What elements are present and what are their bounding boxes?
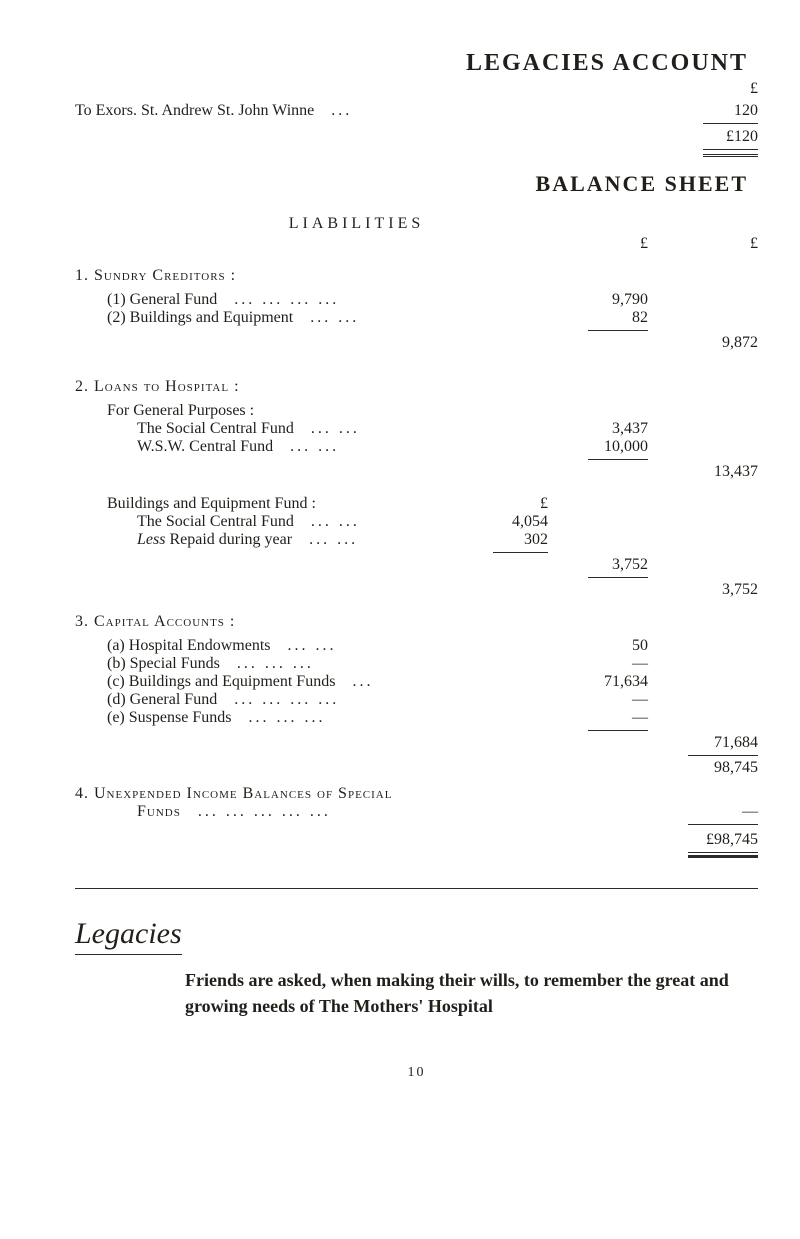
sec1-item-a-label: (1) General Fund bbox=[107, 291, 548, 309]
sec3-item-c-val: 71,634 bbox=[548, 673, 648, 691]
sec3-item-a-label: (a) Hospital Endowments bbox=[107, 637, 548, 655]
rule bbox=[588, 459, 648, 460]
rule bbox=[703, 123, 758, 124]
rule bbox=[688, 824, 758, 825]
rule bbox=[493, 552, 548, 553]
sec2-be-a-val: 4,054 bbox=[458, 513, 548, 531]
sec2-item-b-val: 10,000 bbox=[548, 438, 648, 456]
sec3-total: 71,684 bbox=[648, 734, 758, 752]
sec2-total1: 13,437 bbox=[648, 463, 758, 481]
sec3-item-d-label: (d) General Fund bbox=[107, 691, 548, 709]
sec1-item-b-label: (2) Buildings and Equipment bbox=[107, 309, 548, 327]
page: LEGACIES ACCOUNT £ To Exors. St. Andrew … bbox=[0, 0, 800, 1239]
sec2-sub2: Buildings and Equipment Fund : bbox=[107, 495, 458, 513]
grand-total: £98,745 bbox=[648, 831, 758, 849]
legacies-account-title: LEGACIES ACCOUNT bbox=[75, 50, 758, 77]
balance-sheet-title: BALANCE SHEET bbox=[75, 171, 758, 197]
sec3-item-b-label: (b) Special Funds bbox=[107, 655, 548, 673]
rule bbox=[688, 755, 758, 756]
sec3-item-b-val: — bbox=[548, 655, 648, 673]
sec1-item-b-val: 82 bbox=[548, 309, 648, 327]
divider bbox=[75, 888, 758, 889]
rule bbox=[588, 577, 648, 578]
sec2-be-b-val: 302 bbox=[458, 531, 548, 549]
sec3-item-c-label: (c) Buildings and Equipment Funds bbox=[107, 673, 548, 691]
pound-symbol: £ bbox=[648, 80, 758, 98]
legacies-italic-heading: Legacies bbox=[75, 917, 758, 955]
double-rule bbox=[688, 855, 758, 858]
sec1-total: 9,872 bbox=[648, 334, 758, 352]
section-4-heading-2: Funds bbox=[137, 803, 331, 820]
sec2-be-b-text: Repaid during year bbox=[165, 531, 292, 548]
sec3-item-e-val: — bbox=[548, 709, 648, 727]
rule bbox=[688, 852, 758, 853]
section-4-heading: 4. Unexpended Income Balances of Special bbox=[75, 785, 758, 803]
col-b-pound: £ bbox=[648, 235, 758, 253]
exors-value: 120 bbox=[648, 102, 758, 120]
exors-label: To Exors. St. Andrew St. John Winne bbox=[75, 102, 648, 120]
rule bbox=[588, 330, 648, 331]
sec3-item-d-val: — bbox=[548, 691, 648, 709]
section-2-heading: 2. Loans to Hospital : bbox=[75, 378, 758, 396]
liabilities-heading: LIABILITIES bbox=[0, 215, 758, 233]
page-number: 10 bbox=[75, 1065, 758, 1081]
sec2-item-a-val: 3,437 bbox=[548, 420, 648, 438]
section-1-heading: 1. Sundry Creditors : bbox=[75, 267, 758, 285]
sec2-be-a-label: The Social Central Fund bbox=[137, 513, 458, 531]
section-3-heading: 3. Capital Accounts : bbox=[75, 613, 758, 631]
legacies-italic-text: Legacies bbox=[75, 917, 182, 955]
sec3-item-e-label: (e) Suspense Funds bbox=[107, 709, 548, 727]
less-italic: Less bbox=[137, 531, 165, 548]
sec2-item-b-label: W.S.W. Central Fund bbox=[137, 438, 548, 456]
sec2-total2: 3,752 bbox=[648, 581, 758, 599]
col-a-pound: £ bbox=[548, 235, 648, 253]
sec2-be-b-label: Less Repaid during year bbox=[137, 531, 458, 549]
sec4-val: — bbox=[648, 803, 758, 821]
sec2-sub2-sym: £ bbox=[458, 495, 548, 513]
sec1-item-a-val: 9,790 bbox=[548, 291, 648, 309]
subtotal-98: 98,745 bbox=[648, 759, 758, 777]
exors-total: £120 bbox=[648, 128, 758, 146]
sec2-be-sub: 3,752 bbox=[548, 556, 648, 574]
rule bbox=[588, 730, 648, 731]
double-rule bbox=[703, 149, 758, 157]
body-text: Friends are asked, when making their wil… bbox=[75, 967, 758, 1019]
sec2-item-a-label: The Social Central Fund bbox=[137, 420, 548, 438]
sec2-sub1: For General Purposes : bbox=[75, 402, 758, 420]
sec3-item-a-val: 50 bbox=[548, 637, 648, 655]
